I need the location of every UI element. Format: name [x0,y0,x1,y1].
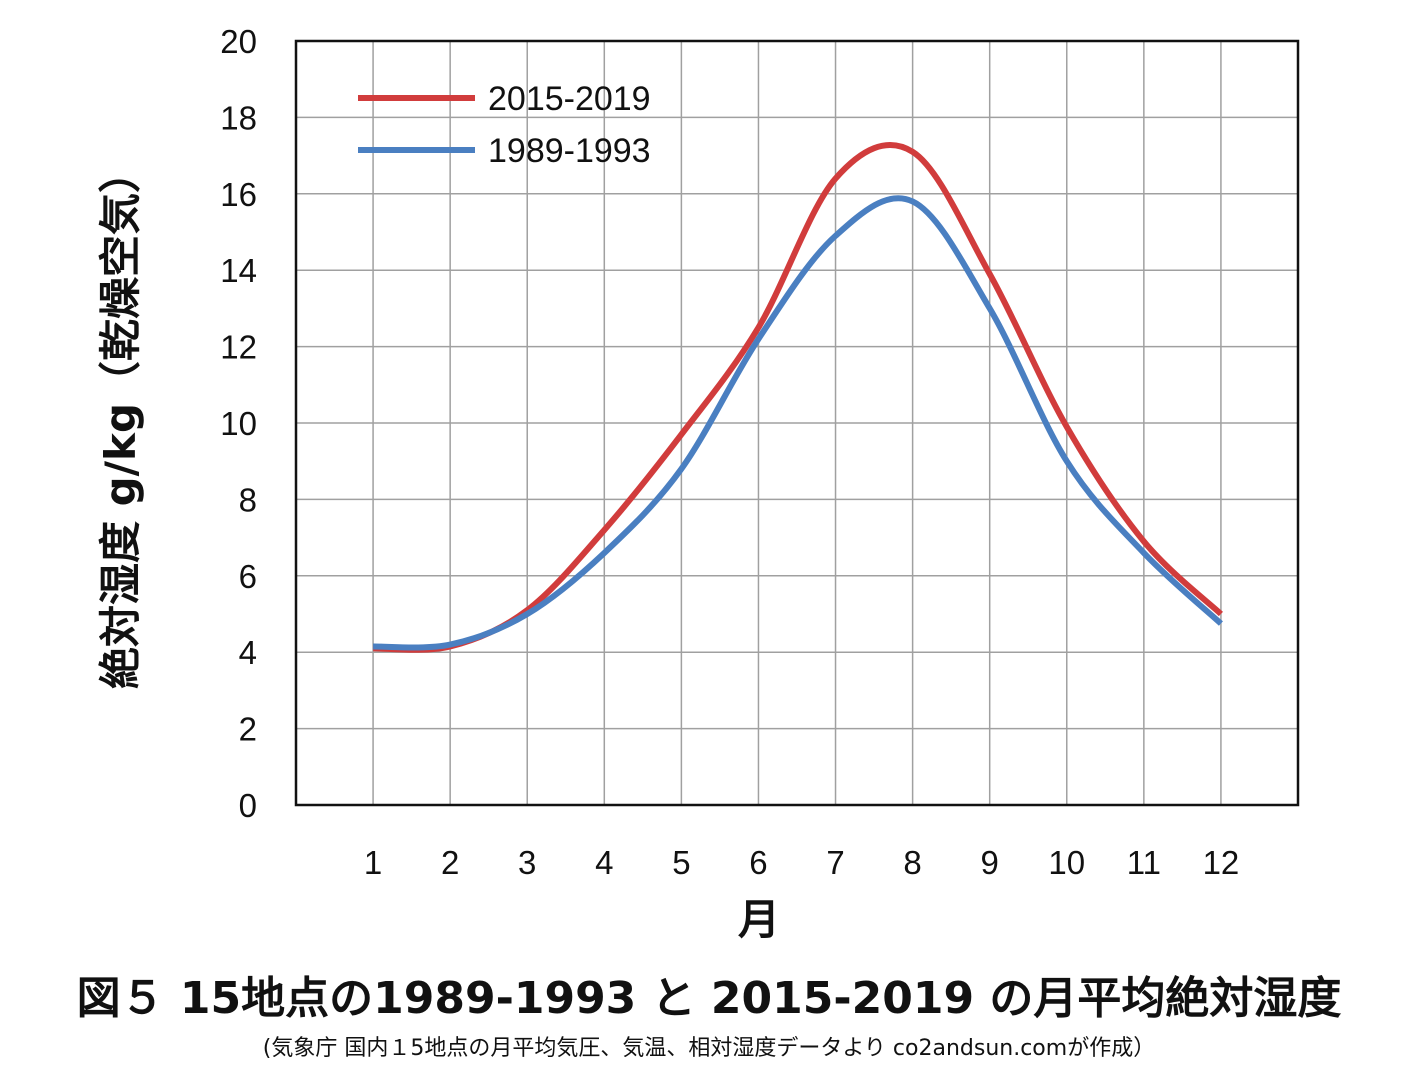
x-tick-label: 9 [981,844,999,881]
legend-label: 1989-1993 [488,132,651,170]
legend: 2015-2019 1989-1993 [358,80,651,170]
x-tick-label: 10 [1048,844,1085,881]
y-axis-title: 絶対湿度 g/kg（乾燥空気） [96,151,145,689]
y-tick-label: 18 [220,99,257,136]
y-tick-label: 14 [220,252,257,289]
x-tick-label: 3 [518,844,536,881]
y-tick-labels: 0 2 4 6 8 10 12 14 16 18 20 [220,23,257,824]
x-tick-label: 8 [903,844,921,881]
y-tick-label: 4 [239,634,257,671]
x-tick-label: 7 [826,844,844,881]
series-lines [373,142,1223,653]
x-tick-label: 4 [595,844,613,881]
figure-title: 図５ 15地点の1989-1993 と 2015-2019 の月平均絶対湿度 [76,973,1342,1024]
y-tick-label: 10 [220,405,257,442]
y-tick-label: 20 [220,23,257,60]
x-tick-label: 11 [1127,844,1161,881]
x-tick-label: 1 [364,844,382,881]
series-line-1989-1993 [373,195,1223,651]
series-line-2015-2019 [373,142,1223,653]
y-tick-label: 6 [239,558,257,595]
y-tick-label: 2 [239,711,257,748]
x-tick-label: 2 [441,844,459,881]
grid-lines [296,41,1298,805]
x-tick-label: 5 [672,844,690,881]
y-tick-label: 8 [239,481,257,518]
legend-label: 2015-2019 [488,80,651,118]
x-tick-labels: 1 2 3 4 5 6 7 8 9 10 11 12 [364,844,1239,881]
figure-source-note: (気象庁 国内１5地点の月平均気圧、気温、相対湿度データより co2andsun… [262,1036,1156,1061]
y-tick-label: 0 [239,787,257,824]
y-tick-label: 16 [220,176,257,213]
x-tick-label: 12 [1203,844,1240,881]
x-axis-title: 月 [738,895,780,944]
plot-frame [294,39,1300,807]
y-tick-label: 12 [220,329,257,366]
x-tick-label: 6 [749,844,767,881]
